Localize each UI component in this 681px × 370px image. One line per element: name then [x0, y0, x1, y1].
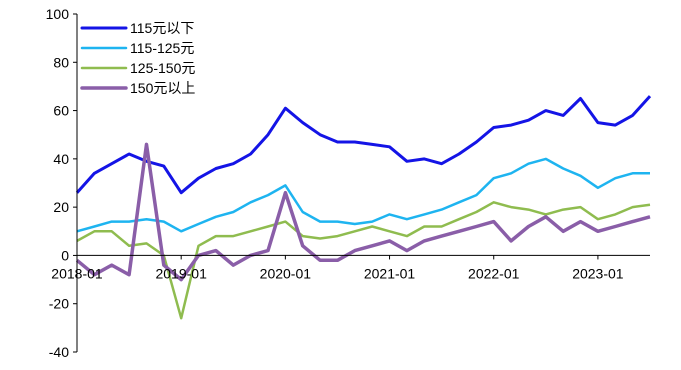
x-tick-label: 2022-01 — [468, 265, 520, 281]
legend-label: 150元以上 — [130, 80, 195, 96]
series-lines — [75, 95, 652, 320]
legend-label: 115元以下 — [130, 20, 194, 36]
legend-label: 115-125元 — [130, 40, 194, 56]
y-tick-label: 20 — [53, 199, 69, 215]
y-tick-label: 0 — [61, 247, 69, 263]
x-tick-label: 2021-01 — [364, 265, 416, 281]
y-tick-label: -40 — [49, 344, 69, 360]
series-line-1 — [75, 95, 652, 195]
y-tick-label: 60 — [53, 103, 69, 119]
y-tick-label: -20 — [49, 296, 69, 312]
series-line-2 — [76, 157, 650, 233]
series-line-3 — [76, 201, 651, 320]
legend: 115元以下 115-125元 125-150元 150元以上 — [80, 20, 195, 96]
y-tick-label: 40 — [53, 151, 69, 167]
x-tick-label: 2018-01 — [51, 265, 103, 281]
x-tick-label: 2019-01 — [155, 265, 207, 281]
axes: 100 80 60 40 20 0 -20 -40 2018-01 2019-01 2020-01 2… — [46, 6, 650, 360]
x-tick-label: 2023-01 — [572, 265, 624, 281]
y-tick-label: 80 — [53, 54, 69, 70]
y-tick-label: 100 — [46, 6, 70, 22]
series-line-4 — [75, 142, 651, 282]
legend-label: 125-150元 — [130, 60, 195, 76]
x-tick-label: 2020-01 — [260, 265, 312, 281]
